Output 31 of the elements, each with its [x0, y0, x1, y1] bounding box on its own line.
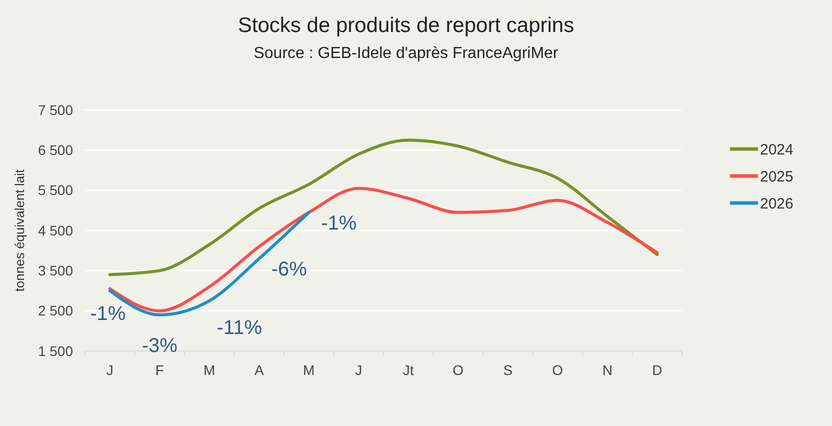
annotation: -1% — [90, 302, 126, 325]
y-axis-title: tonnes équivalent lait — [12, 169, 27, 292]
y-tick-label: 7 500 — [38, 102, 74, 118]
x-tick-label: Jt — [402, 362, 414, 378]
y-tick-label: 6 500 — [38, 142, 74, 158]
x-tick-label: O — [552, 362, 564, 378]
annotation: -3% — [142, 334, 178, 357]
legend-label: 2025 — [760, 168, 794, 186]
x-tick-label: M — [204, 362, 216, 378]
annotation: -6% — [271, 258, 308, 281]
legend-label: 2024 — [760, 141, 794, 158]
y-tick-label: 3 500 — [38, 262, 74, 279]
x-tick-label: S — [503, 362, 513, 378]
x-tick-label: J — [355, 362, 362, 378]
annotation: -11% — [216, 316, 262, 339]
x-tick-label: M — [303, 362, 315, 378]
chart-subtitle: Source : GEB-Idele d'après FranceAgriMer — [254, 45, 559, 62]
x-tick-label: J — [106, 362, 114, 378]
x-tick-label: N — [602, 362, 612, 378]
x-tick-label: F — [155, 362, 164, 378]
y-tick-label: 2 500 — [38, 302, 74, 319]
x-tick-label: D — [652, 362, 662, 378]
y-tick-label: 1 500 — [38, 342, 74, 359]
x-tick-label: A — [254, 362, 264, 378]
y-tick-label: 4 500 — [38, 222, 74, 238]
line-series — [108, 138, 659, 276]
annotation: -1% — [321, 212, 357, 234]
chart-title: Stocks de produits de report caprins — [238, 14, 574, 37]
x-tick-label: O — [452, 362, 464, 378]
legend-label: 2026 — [760, 195, 794, 212]
y-tick-label: 5 500 — [38, 182, 74, 198]
